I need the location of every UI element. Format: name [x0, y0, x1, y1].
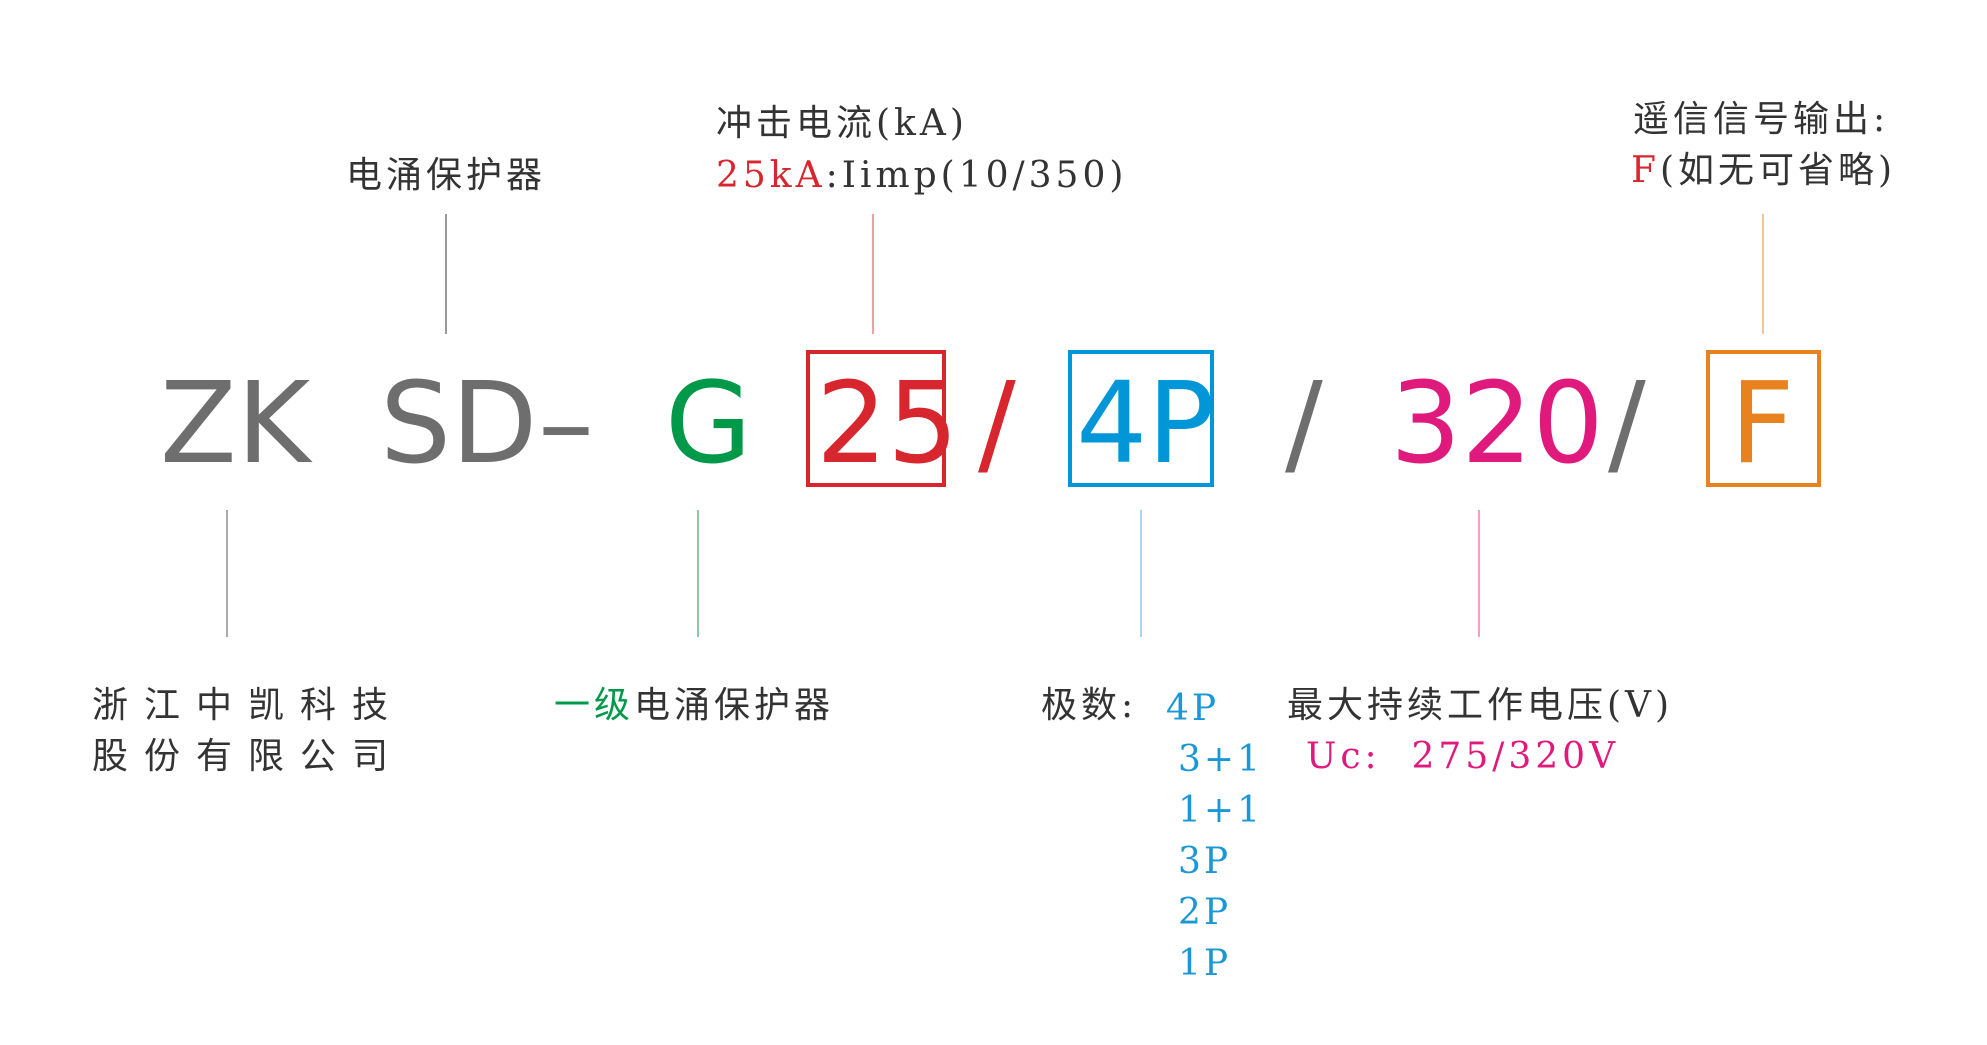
code-slash: / [978, 359, 1016, 489]
voltage-title: 最大持续工作电压(V) [1287, 685, 1674, 726]
current-desc: :Iimp(10/350) [825, 155, 1128, 196]
code-slash: / [1608, 359, 1646, 489]
pole-option: 1P [1178, 943, 1232, 984]
pole-option: 3P [1178, 841, 1232, 882]
current-box [806, 350, 946, 487]
voltage-value: Uc: 275/320V [1306, 739, 1619, 775]
label-current-desc: 25kA:Iimp(10/350) [716, 158, 1127, 194]
remote-value: F [1631, 150, 1660, 191]
label-spd: 电涌保护器 [346, 155, 547, 196]
connector-line [226, 510, 228, 637]
code-voltage: 320 [1390, 359, 1604, 489]
code-zk: ZK [160, 359, 311, 489]
pole-option: 4P [1166, 688, 1220, 729]
voltage-prefix: Uc: [1306, 736, 1381, 777]
remote-desc: (如无可省略) [1659, 150, 1897, 191]
code-current: 25 [816, 359, 959, 489]
level-suffix: 电涌保护器 [634, 685, 835, 726]
poles-title: 极数: [1041, 685, 1138, 726]
connector-line [1762, 214, 1764, 334]
connector-line [445, 214, 447, 334]
pole-option: 1+1 [1178, 790, 1263, 831]
company-line1: 浙江中凯科技 [92, 685, 405, 726]
code-g: G [665, 359, 752, 489]
pole-option: 3+1 [1178, 739, 1263, 780]
label-remote-desc: F(如无可省略) [1631, 153, 1896, 189]
code-sd: SD [380, 359, 538, 489]
connector-line [872, 214, 874, 334]
code-poles: 4P [1076, 359, 1215, 489]
label-current-title: 冲击电流(kA) [716, 103, 968, 144]
connector-line [1478, 510, 1480, 637]
connector-line [1140, 510, 1142, 637]
level-label: 一级电涌保护器 [554, 688, 834, 724]
connector-line [697, 510, 699, 637]
voltage-range: 275/320V [1411, 736, 1620, 777]
code-dash: – [538, 359, 594, 489]
current-value: 25kA [716, 155, 826, 196]
company-line2: 股份有限公司 [92, 736, 405, 777]
level-prefix: 一级 [554, 685, 635, 726]
poles-box [1068, 350, 1214, 487]
label-remote-title: 遥信信号输出: [1633, 99, 1890, 140]
code-remote: F [1730, 359, 1795, 489]
pole-option: 2P [1178, 892, 1232, 933]
remote-box [1706, 350, 1821, 487]
code-slash: / [1285, 359, 1323, 489]
